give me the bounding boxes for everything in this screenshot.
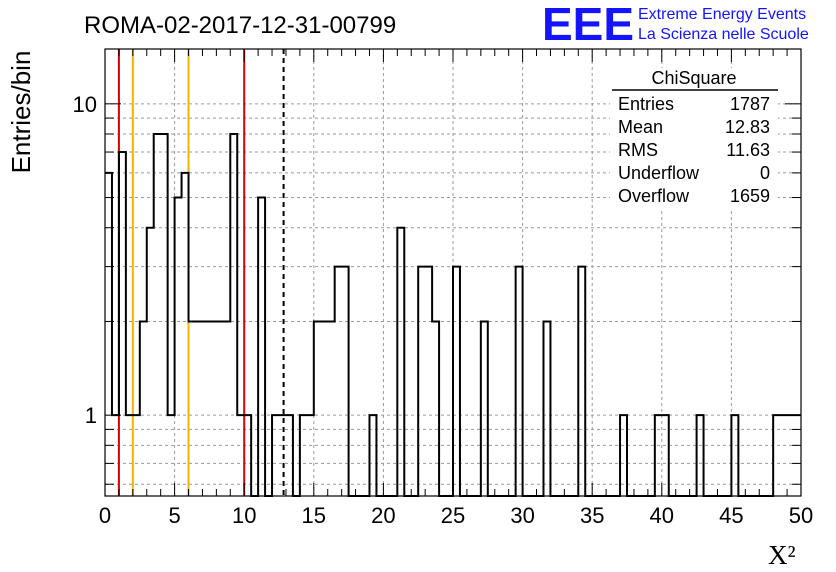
x-axis-label: X²: [768, 540, 796, 570]
x-tick-labels: 0 5 10 15 20 25 30 35 40 45 50: [99, 503, 813, 528]
stats-value-mean: 12.83: [725, 117, 770, 137]
logo-line-2: La Scienza nelle Scuole: [638, 26, 809, 43]
stats-label-overflow: Overflow: [618, 186, 690, 206]
axis-ticks: [104, 49, 802, 496]
stats-box-background: [610, 68, 778, 210]
x-tick-label: 5: [168, 503, 180, 528]
x-tick-label: 30: [510, 503, 534, 528]
chart-title: ROMA-02-2017-12-31-00799: [84, 12, 396, 39]
x-tick-label: 0: [99, 503, 111, 528]
x-tick-label: 45: [719, 503, 743, 528]
eee-logo: EEE: [542, 0, 634, 50]
stats-value-entries: 1787: [730, 94, 770, 114]
y-tick-label: 10: [73, 92, 97, 117]
stats-label-rms: RMS: [618, 140, 658, 160]
stats-label-entries: Entries: [618, 94, 674, 114]
y-tick-label: 1: [85, 403, 97, 428]
x-tick-label: 20: [371, 503, 395, 528]
stats-value-overflow: 1659: [730, 186, 770, 206]
x-tick-label: 10: [232, 503, 256, 528]
x-tick-label: 35: [580, 503, 604, 528]
stats-value-underflow: 0: [760, 163, 770, 183]
stats-label-underflow: Underflow: [618, 163, 700, 183]
stats-label-mean: Mean: [618, 117, 663, 137]
x-tick-label: 25: [441, 503, 465, 528]
logo-line-1: Extreme Energy Events: [638, 6, 806, 23]
x-tick-label: 50: [789, 503, 813, 528]
x-tick-label: 15: [302, 503, 326, 528]
y-tick-labels: 1 10: [73, 92, 97, 428]
x-tick-label: 40: [650, 503, 674, 528]
histogram-line: [105, 132, 801, 497]
stats-title: ChiSquare: [651, 68, 736, 88]
stats-value-rms: 11.63: [726, 140, 770, 160]
y-axis-label: Entries/bin: [6, 51, 36, 174]
stats-box: ChiSquare Entries 1787 Mean 12.83 RMS 11…: [610, 68, 778, 210]
